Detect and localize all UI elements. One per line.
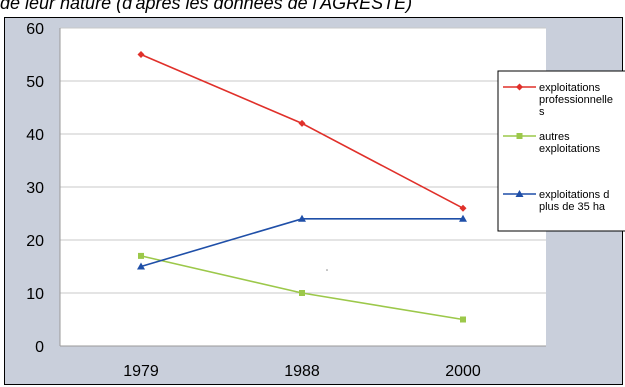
data-point <box>298 119 306 127</box>
legend-label: professionnelle <box>539 94 613 106</box>
series-3 <box>137 214 467 270</box>
series-2 <box>138 252 466 323</box>
y-tick-label: 0 <box>35 339 44 356</box>
legend: exploitationsprofessionnellesautresexplo… <box>497 70 625 232</box>
stray-dot <box>326 269 328 271</box>
data-point <box>459 214 467 222</box>
y-tick-label: 10 <box>26 286 44 303</box>
data-point <box>460 316 466 323</box>
legend-label: s <box>539 106 545 118</box>
chart-caption: de leur nature (d'après les données de l… <box>0 0 413 13</box>
grid <box>60 27 546 294</box>
legend-box <box>497 70 625 232</box>
data-point <box>137 262 145 270</box>
legend-label: plus de 35 ha <box>539 201 606 213</box>
legend-label: exploitations <box>539 143 601 155</box>
data-point <box>298 214 306 222</box>
data-point <box>459 204 467 212</box>
y-tick-label: 20 <box>26 233 44 250</box>
data-point <box>137 51 145 58</box>
y-tick-label: 60 <box>26 21 44 38</box>
data-point <box>299 290 305 296</box>
x-tick-label: 1988 <box>284 363 320 380</box>
series <box>137 51 467 323</box>
axes: 0 10 20 30 40 50 60 1979 1988 2000 <box>26 21 546 380</box>
data-point <box>138 252 144 259</box>
legend-label: exploitations d <box>539 189 609 201</box>
legend-label: exploitations <box>539 82 601 94</box>
series-1 <box>137 51 467 212</box>
legend-swatch-marker <box>516 133 523 139</box>
y-tick-label: 50 <box>26 74 44 91</box>
y-tick-label: 40 <box>26 127 44 144</box>
y-tick-label: 30 <box>26 180 44 197</box>
legend-swatch-marker <box>516 83 523 91</box>
legend-label: autres <box>539 131 570 143</box>
x-tick-label: 2000 <box>445 363 481 380</box>
x-tick-label: 1979 <box>123 363 159 380</box>
legend-swatch-marker <box>515 190 524 197</box>
